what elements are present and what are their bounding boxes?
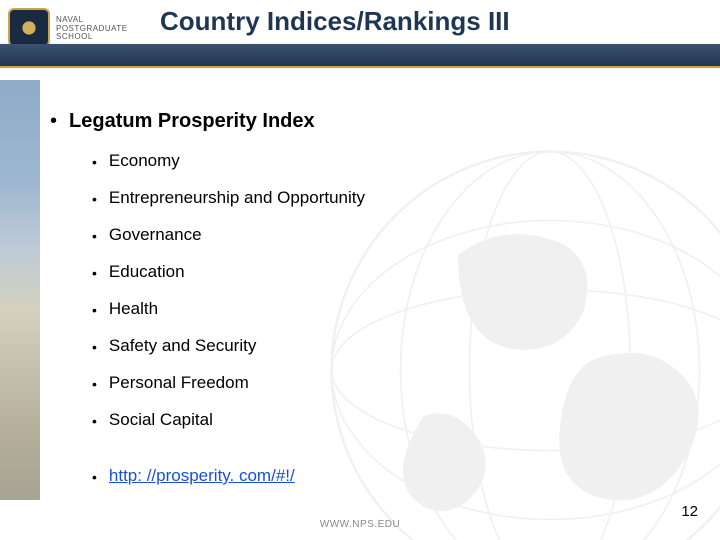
bullet-icon: • <box>92 225 97 247</box>
content: • Legatum Prosperity Index • Economy • E… <box>50 110 670 503</box>
bullet-icon: • <box>92 151 97 173</box>
header: NAVAL POSTGRADUATE SCHOOL Country Indice… <box>0 0 720 70</box>
bullet-icon: • <box>50 110 57 133</box>
list-item: • Safety and Security <box>92 336 670 358</box>
list-item: • Governance <box>92 225 670 247</box>
list-item: • Economy <box>92 151 670 173</box>
list-item-link: • http: //prosperity. com/#!/ <box>92 466 670 488</box>
bullet-icon: • <box>92 299 97 321</box>
list-item: • Social Capital <box>92 410 670 432</box>
list-item-label: Safety and Security <box>109 336 256 356</box>
footer-url: WWW.NPS.EDU <box>320 519 401 530</box>
slide-title: Country Indices/Rankings III <box>160 6 510 37</box>
school-name: NAVAL POSTGRADUATE SCHOOL <box>56 16 128 42</box>
header-gold-line <box>0 66 720 68</box>
list-item-label: Education <box>109 262 185 282</box>
school-line3: SCHOOL <box>56 33 128 42</box>
list-item: • Personal Freedom <box>92 373 670 395</box>
page-number: 12 <box>681 503 698 520</box>
bullet-icon: • <box>92 410 97 432</box>
list-item-label: Economy <box>109 151 180 171</box>
bullet-icon: • <box>92 336 97 358</box>
list-item: • Entrepreneurship and Opportunity <box>92 188 670 210</box>
level1-label: Legatum Prosperity Index <box>69 110 315 133</box>
list-item-label: Personal Freedom <box>109 373 249 393</box>
list-item: • Health <box>92 299 670 321</box>
bullet-icon: • <box>92 188 97 210</box>
sidebar-photo <box>0 80 40 500</box>
bullet-icon: • <box>92 466 97 488</box>
source-link[interactable]: http: //prosperity. com/#!/ <box>109 466 295 486</box>
level1-item: • Legatum Prosperity Index <box>50 110 670 133</box>
list-item-label: Governance <box>109 225 202 245</box>
list-item-label: Social Capital <box>109 410 213 430</box>
bullet-icon: • <box>92 373 97 395</box>
list-item-label: Entrepreneurship and Opportunity <box>109 188 365 208</box>
list-item: • Education <box>92 262 670 284</box>
list-item-label: Health <box>109 299 158 319</box>
header-bar <box>0 44 720 66</box>
bullet-icon: • <box>92 262 97 284</box>
level2-list: • Economy • Entrepreneurship and Opportu… <box>92 151 670 488</box>
slide: NAVAL POSTGRADUATE SCHOOL Country Indice… <box>0 0 720 540</box>
